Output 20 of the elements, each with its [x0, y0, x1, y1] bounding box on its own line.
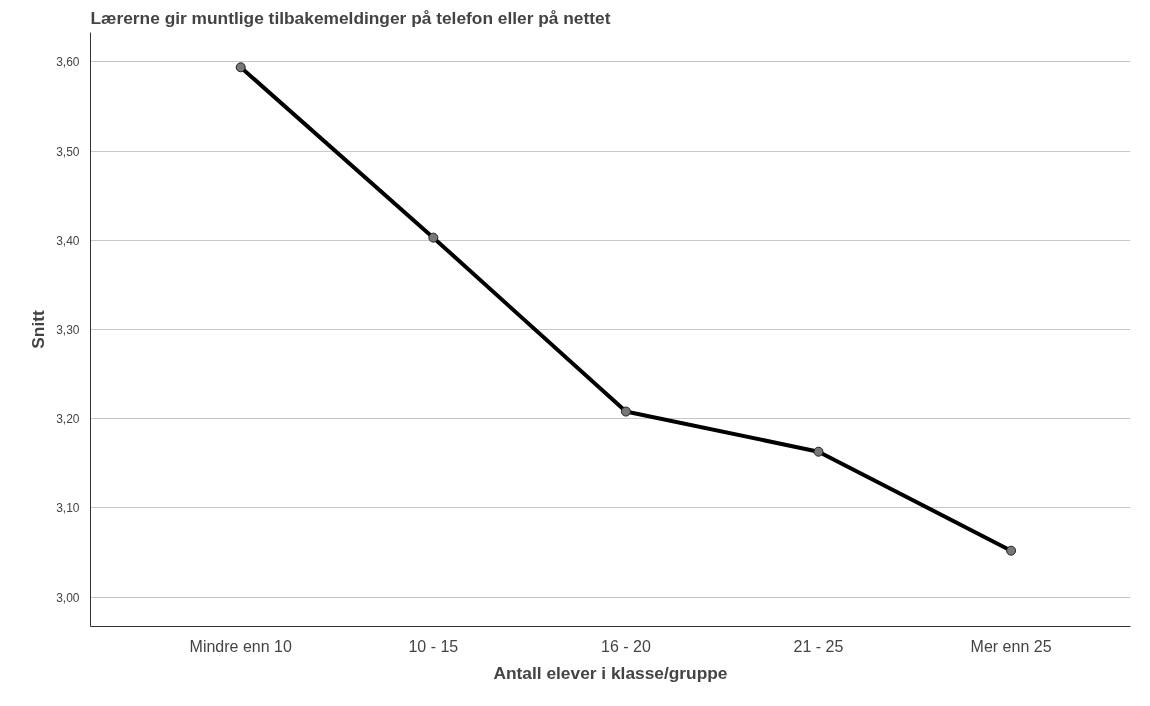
x-tick-label: Mindre enn 10 — [189, 637, 292, 655]
y-tick-label: 3,00 — [56, 590, 80, 605]
y-tick-label: 3,20 — [56, 412, 80, 427]
point — [813, 446, 824, 457]
y-axis-title: Snitt — [28, 310, 49, 349]
y-tick-label: 3,40 — [56, 233, 80, 248]
y-tick-label: 3,10 — [56, 501, 80, 516]
point — [620, 406, 631, 417]
point — [428, 232, 439, 243]
y-tick-label: 3,60 — [56, 55, 80, 70]
y-tick-label: 3,50 — [56, 144, 80, 159]
x-axis-title: Antall elever i klasse/gruppe — [493, 662, 728, 683]
x-tick-label: 16 - 20 — [601, 637, 651, 655]
point — [1006, 545, 1017, 556]
x-tick-label: 10 - 15 — [408, 637, 459, 655]
chart-title: Lærerne gir muntlige tilbakemeldinger på telefon eller på nettet — [90, 7, 611, 28]
x-tick-label: Mer enn 25 — [970, 637, 1052, 655]
y-tick-label: 3,30 — [56, 323, 80, 337]
x-tick-label: 21 - 25 — [793, 637, 844, 655]
point — [235, 62, 246, 73]
